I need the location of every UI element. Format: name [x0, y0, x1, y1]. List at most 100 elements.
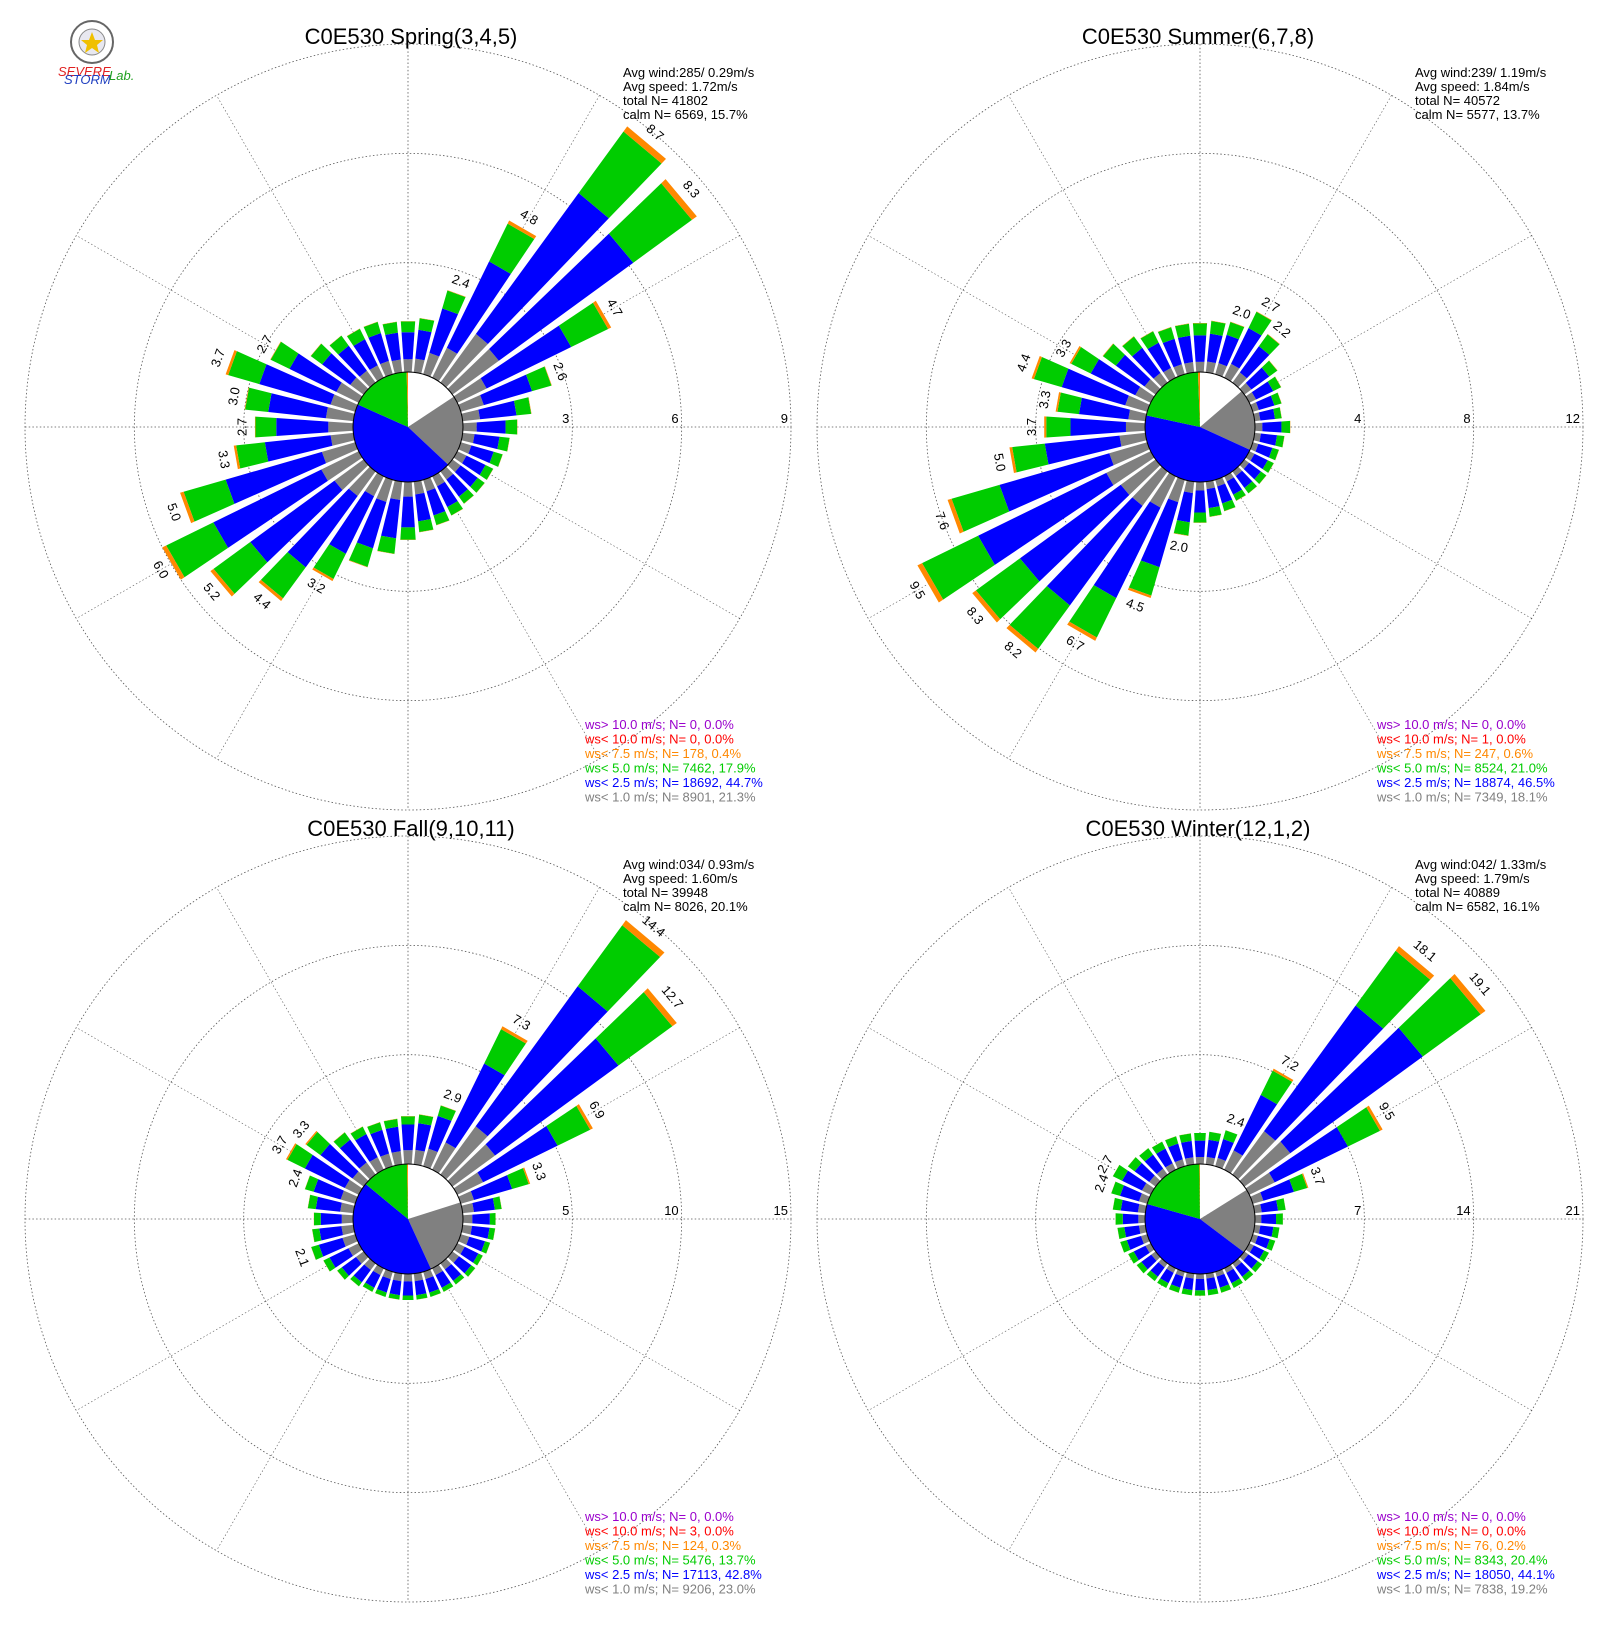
windrose-petal-segment: [306, 1131, 330, 1156]
ring-tick-label: 15: [774, 1203, 788, 1218]
windrose-petal-segment: [972, 590, 1001, 623]
windrose-petal-segment: [1262, 460, 1274, 473]
windrose-petal-segment: [1250, 453, 1268, 470]
windrose-petal-segment: [330, 432, 355, 446]
windrose-petal-segment: [1044, 416, 1047, 438]
windrose-petal-segment: [423, 477, 436, 492]
windrose-petal-segment: [1206, 1139, 1220, 1159]
windrose-petal-segment: [576, 1104, 593, 1130]
center-pie-outline: [352, 371, 464, 483]
windrose-petal-segment: [1268, 463, 1274, 473]
windrose-petal-segment: [1259, 433, 1278, 446]
windrose-petal-segment: [1280, 1027, 1423, 1154]
windrose-petal-segment: [1175, 323, 1191, 338]
petal-value-label: 7.6: [932, 510, 952, 532]
windrose-petal-segment: [1138, 1224, 1147, 1234]
windrose-petal-segment: [462, 1214, 473, 1224]
windrose-petal-segment: [348, 542, 373, 567]
windrose-petal-segment: [1132, 466, 1168, 506]
windrose-petal-segment: [1133, 1245, 1150, 1261]
windrose-petal-segment: [1046, 416, 1071, 438]
windrose-petal-segment: [289, 353, 342, 392]
windrose-petal-segment: [1264, 1005, 1384, 1141]
windrose-petal-segment: [304, 1175, 319, 1192]
stats-line: total N= 41802: [623, 93, 708, 108]
windrose-petal-segment: [1181, 1293, 1192, 1296]
windrose-petal-segment: [423, 352, 440, 377]
windrose-petal-segment: [1222, 499, 1236, 512]
windrose-petal-segment: [1217, 1138, 1234, 1161]
windrose-petal-segment: [228, 351, 267, 385]
windrose-petal-segment: [947, 498, 964, 534]
windrose-petal-segment: [1398, 978, 1481, 1057]
windrose-petal-segment: [1124, 1225, 1141, 1238]
windrose-petal-segment: [400, 321, 416, 333]
windrose-petal-segment: [1158, 1258, 1168, 1268]
windrose-petal-segment: [313, 1179, 344, 1200]
windrose-petal-segment: [363, 321, 378, 327]
windrose-petal-segment: [479, 465, 494, 480]
windrose-petal-segment: [505, 419, 518, 435]
stats-line: total N= 40572: [1415, 93, 1500, 108]
windrose-petal-segment: [1147, 342, 1172, 373]
windrose-petal-segment: [466, 1236, 486, 1252]
windrose-petal-segment: [1267, 333, 1280, 345]
windrose-petal-segment: [447, 349, 499, 395]
windrose-petal-segment: [440, 466, 454, 480]
windrose-petal-segment: [493, 1228, 496, 1241]
windrose-petal-segment: [383, 1118, 399, 1129]
windrose-petal-segment: [1245, 1243, 1254, 1253]
windrose-petal-segment: [362, 1282, 375, 1292]
windrose-petal-segment: [472, 1213, 490, 1225]
windrose-petal-segment: [1205, 480, 1216, 490]
windrose-petal-segment: [1205, 1272, 1215, 1279]
windrose-petal-segment: [1272, 1068, 1294, 1082]
windrose-petal-segment: [392, 1272, 403, 1282]
windrose-petal-segment: [1157, 327, 1175, 344]
windrose-petal-segment: [348, 1243, 363, 1257]
windrose-petal-segment: [432, 1142, 456, 1174]
windrose-petal-segment: [470, 1175, 513, 1200]
legend-entry: ws< 10.0 m/s; N= 0, 0.0%: [584, 732, 734, 747]
windrose-petal-segment: [385, 332, 401, 362]
windrose-petal-segment: [307, 1194, 318, 1210]
windrose-petal-segment: [462, 422, 477, 432]
windrose-petal-segment: [180, 491, 195, 524]
windrose-petal-segment: [244, 387, 249, 410]
windrose-petal-segment: [400, 1116, 416, 1125]
windrose-petal-segment: [1224, 472, 1234, 482]
windrose-petal-segment: [367, 1122, 381, 1127]
windrose-petal-segment: [489, 233, 634, 361]
windrose-petal-segment: [310, 343, 332, 365]
windrose-petal-segment: [1277, 1227, 1280, 1239]
windrose-petal-segment: [401, 496, 415, 528]
windrose-petal-segment: [492, 1196, 502, 1210]
windrose-petal-segment: [1215, 363, 1227, 377]
windrose-petal-segment: [468, 1268, 476, 1277]
windrose-petal-segment: [255, 416, 277, 438]
windrose-petal-segment: [1119, 432, 1147, 447]
windrose-petal-segment: [489, 1213, 496, 1225]
windrose-petal-segment: [1258, 408, 1276, 421]
windrose-petal-segment: [1195, 1273, 1205, 1279]
windrose-petal-segment: [440, 333, 488, 388]
windrose-petal-segment: [1302, 1173, 1309, 1189]
windrose-petal-segment: [1163, 367, 1176, 382]
windrose-petal-segment: [1248, 311, 1272, 336]
windrose-petal-segment: [338, 345, 367, 377]
windrose-petal-segment: [341, 1256, 362, 1276]
windrose-petal-segment: [528, 397, 532, 414]
windrose-petal-segment: [1289, 1173, 1308, 1192]
windrose-petal-segment: [426, 488, 446, 516]
windrose-petal-segment: [403, 359, 413, 373]
legend-entry: ws< 5.0 m/s; N= 5476, 13.7%: [584, 1553, 756, 1568]
windrose-petal-segment: [481, 1241, 491, 1254]
center-pie-slice: [1146, 372, 1200, 427]
windrose-petal-segment: [403, 481, 413, 497]
windrose-petal-segment: [1233, 489, 1246, 501]
windrose-petal-segment: [1211, 320, 1226, 324]
windrose-petal-segment: [1109, 442, 1150, 466]
legend-entry: ws< 5.0 m/s; N= 8524, 21.0%: [1376, 761, 1548, 776]
windrose-petal-segment: [342, 1234, 358, 1247]
